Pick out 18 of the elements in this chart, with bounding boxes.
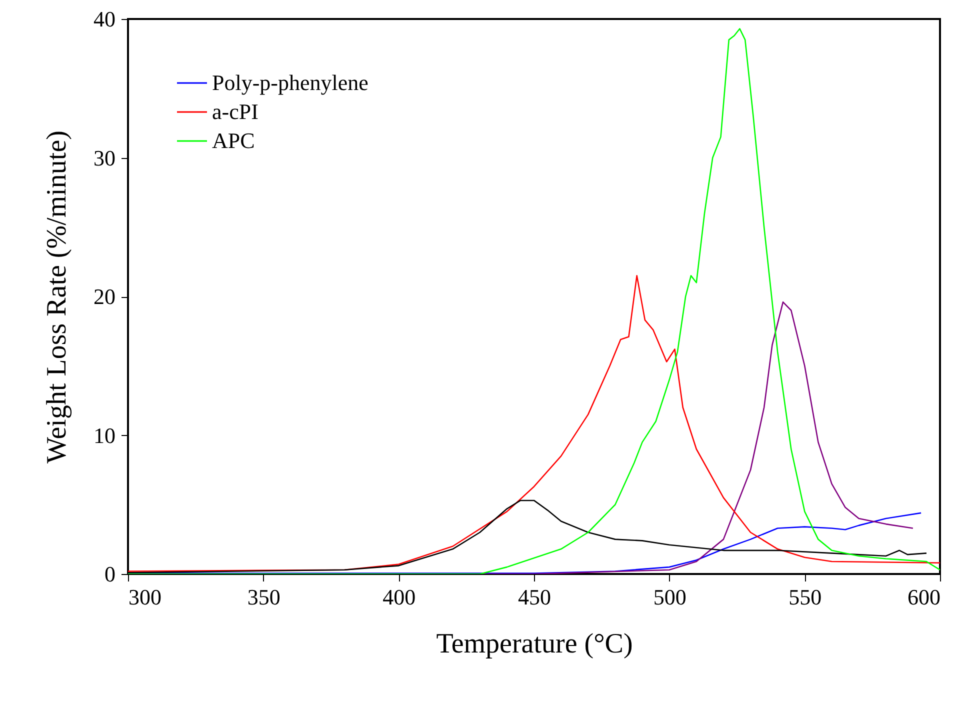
- legend-label: APC: [212, 128, 255, 153]
- x-tick-label: 600: [908, 584, 940, 610]
- y-tick-label: 10: [94, 422, 116, 448]
- x-tick-label: 550: [788, 584, 822, 610]
- y-tick-label: 30: [94, 145, 116, 170]
- y-tick-label: 20: [94, 284, 116, 309]
- y-tick-label: 40: [94, 6, 116, 32]
- y-axis-title: Weight Loss Rate (%/minute): [42, 130, 72, 464]
- x-tick-label: 400: [382, 584, 416, 610]
- x-tick-label: 500: [653, 584, 686, 610]
- legend-label: Poly-p-phenylene: [212, 70, 368, 95]
- x-tick-label: 450: [518, 584, 551, 610]
- line-series: [128, 512, 922, 574]
- legend-label: a-cPI: [212, 99, 258, 124]
- x-tick-label: 300: [128, 584, 162, 610]
- x-tick-label: 350: [247, 584, 280, 610]
- y-tick-label: 0: [104, 562, 116, 586]
- x-axis-title: Temperature (°C): [436, 628, 633, 660]
